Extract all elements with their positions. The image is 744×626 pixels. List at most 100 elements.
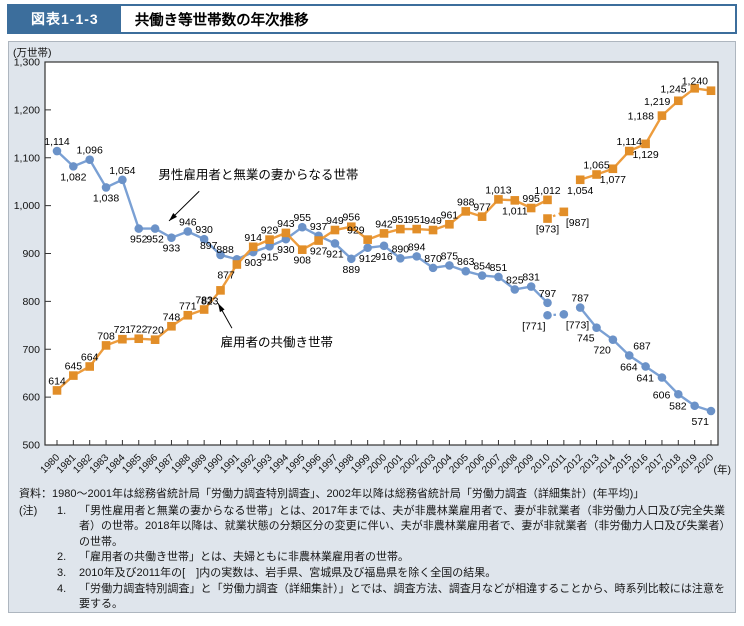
data-point	[494, 195, 503, 204]
data-point	[101, 341, 111, 350]
series-annotation-label: 男性雇用者と無業の妻からなる世帯	[158, 167, 358, 182]
data-label: 571	[691, 416, 709, 428]
note-label: (注)	[19, 504, 38, 517]
data-point	[363, 243, 372, 253]
data-point	[396, 253, 405, 263]
data-label: 720	[593, 345, 611, 357]
data-point	[494, 272, 503, 282]
series-annotation-label: 雇用者の共働き世帯	[221, 334, 334, 349]
data-point	[101, 183, 111, 192]
figure-title: 共働き等世帯数の年次推移	[134, 12, 309, 29]
data-label: 1,240	[682, 76, 708, 88]
data-point	[183, 227, 193, 236]
data-point	[706, 406, 716, 416]
data-label: 943	[277, 218, 295, 230]
y-tick-label: 800	[22, 296, 40, 308]
data-label: 1,188	[628, 111, 654, 123]
data-point	[575, 303, 585, 312]
note-item: 4. 「労働力調査特別調査」と「労働力調査（詳細集計）」とでは、調査方法、調査月な…	[19, 582, 725, 612]
data-point	[150, 335, 160, 344]
data-label: [987]	[566, 217, 589, 229]
data-point	[330, 225, 340, 235]
note-text: 2010年及び2011年の[ ]内の実数は、岩手県、宮城県及び福島県を除く全国の…	[79, 567, 497, 580]
data-label: 851	[490, 262, 508, 274]
data-label: 933	[163, 243, 181, 255]
data-label: 890	[392, 243, 410, 255]
note-number: 3.	[57, 567, 67, 580]
data-label: 614	[48, 375, 66, 387]
y-tick-label: 1,200	[14, 104, 40, 116]
data-point	[297, 222, 307, 232]
data-point	[118, 175, 127, 185]
data-label: 664	[81, 351, 99, 363]
data-point	[118, 334, 127, 344]
data-point	[592, 170, 601, 179]
note-text: 「雇用者の共働き世帯」とは、夫婦ともに非農林業雇用者の世帯。	[79, 551, 409, 564]
data-point	[477, 271, 487, 280]
data-point	[526, 282, 536, 291]
y-tick-label: 1,100	[14, 152, 40, 164]
data-point	[52, 386, 62, 395]
data-label: 897	[200, 240, 218, 252]
data-point	[445, 261, 454, 270]
data-label: 915	[261, 251, 279, 263]
data-label: 894	[408, 241, 426, 253]
figure-header: 図表1-1-3 共働き等世帯数の年次推移	[7, 4, 737, 34]
data-label: [771]	[522, 320, 545, 332]
data-label: 582	[669, 401, 687, 413]
data-label: 664	[620, 361, 638, 373]
data-point	[199, 234, 209, 244]
data-label: 961	[441, 209, 459, 221]
data-label: 745	[577, 333, 595, 345]
data-point	[281, 228, 291, 238]
data-label: 1,129	[632, 149, 658, 161]
data-label: 929	[347, 225, 365, 237]
data-point	[396, 224, 405, 234]
data-point	[575, 175, 585, 185]
data-label: 937	[310, 221, 328, 233]
data-label: 1,038	[93, 192, 119, 204]
data-point	[216, 250, 225, 260]
data-label: 722	[130, 324, 148, 336]
data-label: 921	[326, 248, 344, 260]
x-axis-unit: (年)	[714, 463, 732, 476]
data-label: 1,082	[60, 171, 86, 183]
data-label: 1,114	[44, 136, 70, 148]
data-point	[641, 362, 650, 371]
data-label: 771	[179, 300, 197, 312]
y-tick-label: 900	[22, 248, 40, 260]
data-point	[543, 310, 552, 320]
source-note: 資料：1980～2001年は総務省統計局「労働力調査特別調査」、2002年以降は…	[19, 488, 645, 500]
line-chart: 500 600 700 800 900 1,000 1,100 1,200 1,300(万世帯)…	[13, 46, 732, 476]
data-label: 952	[130, 234, 148, 246]
series-1: 6146456647087217227207487717838238779149…	[48, 76, 716, 395]
data-label: 951	[392, 214, 410, 226]
note-item: 3. 2010年及び2011年の[ ]内の実数は、岩手県、宮城県及び福島県を除く全…	[19, 566, 725, 582]
data-label: 949	[424, 215, 442, 227]
data-point	[134, 224, 144, 233]
series-0: 1,1141,0821,0961,0381,054952952933946930…	[44, 136, 716, 428]
data-label: 1,114	[617, 136, 643, 148]
data-point	[183, 310, 193, 320]
data-label: 930	[277, 244, 295, 256]
plot-area	[44, 61, 719, 446]
data-label: 787	[571, 293, 589, 305]
data-point	[69, 162, 78, 171]
data-label: 641	[636, 372, 654, 384]
data-label: 1,065	[583, 160, 609, 172]
data-point	[641, 139, 650, 149]
data-label: 903	[244, 257, 262, 269]
data-point	[543, 298, 552, 308]
y-tick-label: 600	[22, 392, 40, 404]
data-label: 877	[217, 270, 235, 282]
data-label: 1,054	[567, 185, 593, 197]
y-tick-label: 700	[22, 344, 40, 356]
data-label: 949	[326, 215, 344, 227]
data-label: 783	[195, 295, 213, 307]
data-point	[477, 212, 487, 221]
notes-section: 資料：1980～2001年は総務省統計局「労働力調査特別調査」、2002年以降は…	[11, 484, 733, 612]
data-point	[379, 241, 389, 251]
data-point	[69, 371, 78, 380]
data-label: 606	[653, 389, 671, 401]
